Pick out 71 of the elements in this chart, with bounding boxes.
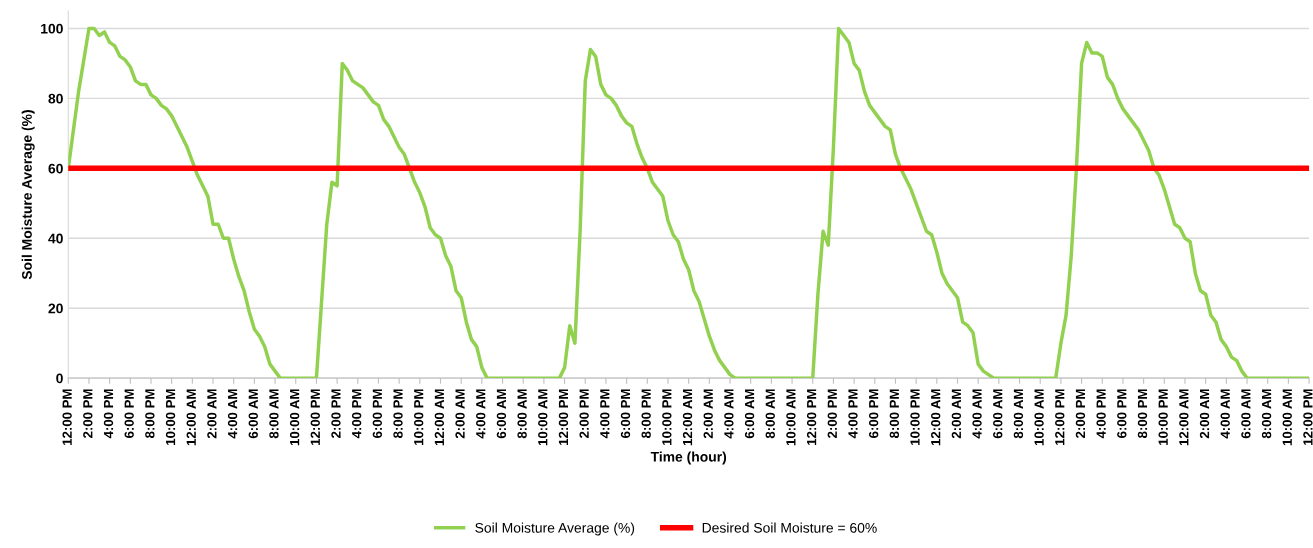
x-tick-label: 10:00 PM [414, 389, 424, 445]
x-tick-label: 12:00 PM [62, 389, 72, 445]
x-tick-label: 2:00 AM [1199, 389, 1210, 439]
x-tick-label: 10:00 PM [1158, 389, 1168, 445]
x-tick-label: 2:00 PM [331, 389, 341, 438]
y-tick-label: 0 [56, 373, 63, 384]
y-tick-label: 20 [48, 303, 63, 314]
x-tick-label: 10:00 AM [786, 389, 796, 446]
x-tick-label: 12:00 PM [806, 389, 817, 445]
x-tick-label: 8:00 AM [1013, 389, 1024, 439]
y-tick-label: 80 [48, 93, 63, 104]
legend-label: Desired Soil Moisture = 60% [702, 522, 877, 533]
x-tick-label: 2:00 AM [703, 389, 713, 439]
x-tick-label: 4:00 PM [103, 389, 114, 439]
x-tick-label: 12:00 AM [186, 389, 196, 446]
x-tick-label: 10:00 PM [662, 389, 672, 445]
x-tick-label: 8:00 AM [269, 389, 279, 439]
x-tick-label: 2:00 AM [455, 389, 465, 439]
x-tick-label: 6:00 PM [1117, 389, 1127, 438]
x-tick-label: 4:00 AM [227, 389, 238, 439]
x-tick-label: 12:00 AM [1179, 389, 1189, 446]
x-axis-title: Time (hour) [650, 451, 727, 465]
x-tick-label: 6:00 AM [744, 389, 755, 439]
x-tick-label: 8:00 AM [1261, 389, 1272, 439]
x-tick-label: 4:00 AM [972, 389, 982, 439]
x-tick-label: 6:00 AM [248, 389, 258, 439]
x-tick-label: 10:00 PM [910, 389, 920, 445]
x-tick-label: 8:00 PM [1137, 389, 1148, 438]
x-tick-label: 4:00 PM [848, 389, 858, 439]
x-tick-label: 4:00 AM [476, 389, 486, 439]
x-tick-label: 10:00 AM [289, 389, 300, 446]
x-tick-label: 10:00 PM [165, 389, 176, 445]
x-tick-label: 2:00 PM [827, 389, 837, 438]
x-tick-label: 2:00 PM [579, 389, 589, 438]
x-tick-label: 2:00 AM [207, 389, 217, 439]
x-tick-label: 10:00 AM [538, 389, 548, 446]
x-tick-label: 8:00 PM [145, 389, 155, 438]
x-tick-label: 12:00 AM [682, 389, 693, 446]
x-tick-label: 4:00 PM [1096, 389, 1106, 439]
x-tick-label: 6:00 PM [868, 389, 879, 438]
legend-label: Soil Moisture Average (%) [475, 522, 635, 536]
x-tick-label: 12:00 AM [931, 389, 941, 446]
x-tick-label: 8:00 AM [765, 389, 775, 439]
x-tick-label: 8:00 PM [889, 389, 900, 438]
x-tick-label: 4:00 PM [600, 389, 610, 439]
y-tick-label: 60 [48, 163, 63, 174]
x-tick-label: 2:00 PM [1075, 389, 1086, 438]
x-tick-label: 10:00 AM [1282, 389, 1292, 446]
x-tick-label: 6:00 PM [372, 389, 383, 438]
x-tick-label: 2:00 PM [83, 389, 93, 438]
x-tick-label: 4:00 AM [724, 389, 734, 439]
x-tick-label: 4:00 PM [351, 389, 362, 439]
x-tick-label: 6:00 AM [496, 389, 507, 439]
x-tick-label: 12:00 PM [1055, 389, 1065, 445]
x-tick-label: 6:00 AM [993, 389, 1003, 439]
x-tick-label: 10:00 AM [1034, 389, 1044, 446]
x-tick-label: 12:00 AM [434, 389, 445, 446]
y-axis-title: Soil Moisture Average (%) [21, 110, 35, 280]
x-tick-label: 8:00 AM [517, 389, 527, 439]
x-tick-label: 12:00 PM [1303, 389, 1313, 445]
x-tick-label: 6:00 AM [1241, 389, 1251, 439]
x-tick-label: 8:00 PM [641, 389, 651, 438]
x-tick-label: 6:00 PM [620, 389, 631, 438]
x-tick-label: 2:00 AM [951, 389, 962, 439]
x-tick-label: 8:00 PM [393, 389, 403, 438]
x-tick-label: 12:00 PM [310, 389, 320, 445]
y-tick-label: 40 [48, 233, 63, 244]
x-tick-label: 4:00 AM [1220, 389, 1230, 439]
x-tick-label: 6:00 PM [124, 389, 134, 438]
x-tick-label: 12:00 PM [558, 389, 569, 445]
y-tick-label: 100 [41, 23, 63, 34]
